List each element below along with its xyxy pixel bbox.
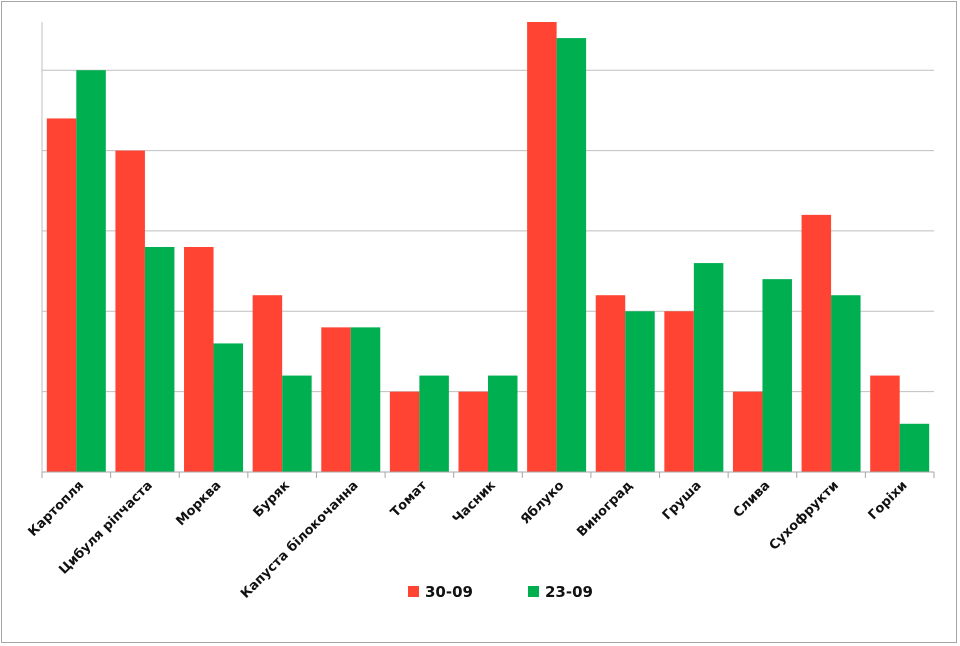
x-tick-label: Слива: [731, 478, 774, 521]
bar-30-09-4: [252, 295, 283, 472]
x-tick-label: Груша: [660, 478, 705, 523]
bar-23-09-8: [556, 38, 587, 472]
bar-23-09-6: [419, 375, 449, 472]
legend: 30-09 23-09: [408, 583, 593, 601]
legend-swatch-23-09: [528, 586, 539, 597]
bars: [46, 22, 930, 473]
bar-23-09-7: [488, 375, 518, 472]
bar-30-09-9: [595, 295, 626, 472]
bar-23-09-11: [762, 279, 792, 472]
x-axis: [41, 22, 935, 478]
bar-30-09-6: [389, 391, 420, 472]
x-tick-label: Капуста білокочанна: [238, 478, 361, 601]
bar-23-09-12: [831, 295, 861, 472]
x-tick-label: Морква: [173, 478, 224, 529]
bar-30-09-3: [184, 247, 214, 472]
bar-23-09-10: [693, 263, 724, 472]
bar-23-09-5: [350, 327, 381, 472]
x-tick-label: Сухофрукти: [767, 478, 842, 553]
bar-30-09-12: [801, 214, 832, 472]
bar-30-09-8: [527, 22, 557, 472]
legend-label-30-09: 30-09: [425, 583, 473, 601]
bar-23-09-2: [144, 247, 175, 472]
bar-23-09-1: [76, 70, 106, 472]
bar-30-09-1: [46, 118, 77, 472]
x-tick-label: Горіхи: [866, 478, 911, 523]
x-tick-label: Виноград: [574, 478, 636, 540]
gridlines: [42, 69, 934, 393]
x-tick-label: Буряк: [251, 478, 293, 520]
bar-23-09-3: [213, 343, 244, 472]
legend-swatch-30-09: [408, 586, 419, 597]
bar-30-09-2: [115, 150, 145, 473]
bar-30-09-10: [664, 311, 694, 472]
bar-30-09-11: [732, 391, 763, 472]
x-tick-label: Томат: [388, 478, 431, 521]
x-tick-label: Картопля: [26, 478, 88, 540]
bar-23-09-9: [625, 311, 655, 472]
bar-23-09-4: [282, 375, 312, 472]
bar-23-09-13: [899, 423, 930, 472]
bar-30-09-13: [870, 375, 900, 472]
bar-30-09-7: [458, 391, 488, 472]
x-tick-label: Яблуко: [518, 478, 567, 527]
bar-30-09-5: [321, 327, 351, 472]
legend-label-23-09: 23-09: [545, 583, 593, 601]
x-tick-label: Часник: [450, 478, 499, 527]
